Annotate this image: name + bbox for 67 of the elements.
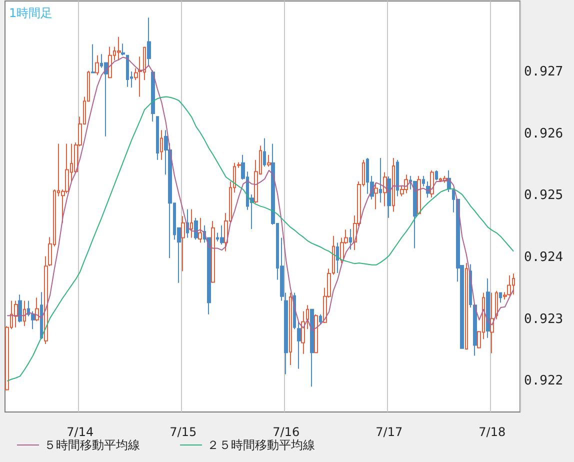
x-tick-label: 7/16 <box>272 425 300 439</box>
candlestick <box>237 162 241 168</box>
candlestick <box>147 17 151 68</box>
chart-title: 1時間足 <box>9 6 53 20</box>
candlestick <box>387 176 391 218</box>
x-tick-label: 7/17 <box>376 425 403 439</box>
candlestick <box>319 314 322 325</box>
candlestick <box>156 116 159 160</box>
candlestick <box>413 180 417 249</box>
candlestick <box>301 310 305 354</box>
y-tick-label: 0.925 <box>524 188 564 204</box>
candlestick <box>383 172 387 207</box>
candlestick <box>121 43 125 56</box>
candlestick <box>336 242 339 274</box>
candlestick <box>95 54 99 76</box>
x-tick-label: 7/18 <box>478 425 506 439</box>
candlestick <box>396 159 399 197</box>
candlestick <box>190 208 193 238</box>
candlestick <box>160 130 163 160</box>
candlestick <box>465 262 468 350</box>
candlestick <box>392 157 395 212</box>
candlestick <box>314 314 318 354</box>
line-series <box>6 96 514 382</box>
candlestick <box>35 297 39 322</box>
candlestick <box>490 292 494 354</box>
y-tick-label: 0.927 <box>524 64 564 80</box>
candlestick <box>126 54 129 88</box>
legend-label: ２５時間移動平均線 <box>207 438 315 452</box>
candlestick <box>181 216 185 272</box>
candlestick <box>499 292 502 304</box>
candlestick <box>211 220 215 284</box>
candlestick <box>435 170 438 181</box>
candlestick <box>374 182 378 210</box>
candlestick <box>40 292 43 340</box>
candlestick <box>289 292 292 366</box>
y-tick-label: 0.922 <box>524 374 564 389</box>
candlestick <box>349 228 352 250</box>
candlestick <box>23 300 26 327</box>
candlestick <box>18 294 22 323</box>
y-tick-label: 0.924 <box>524 250 564 265</box>
y-tick-label: 0.926 <box>524 126 564 142</box>
candlestick <box>417 175 421 214</box>
candlestick <box>198 217 202 244</box>
line-series <box>6 56 514 331</box>
candlestick <box>495 290 498 320</box>
candlestick <box>91 44 95 74</box>
legend-label: ５時間移動平均線 <box>44 438 140 452</box>
candlestick <box>404 174 408 194</box>
candlestick <box>310 308 314 388</box>
candlestick <box>14 300 18 328</box>
candlestick <box>108 46 112 79</box>
candlestick <box>220 224 224 246</box>
candlestick <box>297 320 301 370</box>
candlestick <box>507 274 511 296</box>
y-tick-label: 0.923 <box>524 312 564 327</box>
candlestick <box>194 217 198 240</box>
x-tick-label: 7/15 <box>170 425 197 439</box>
candlestick <box>306 304 309 330</box>
candlestick <box>379 157 382 203</box>
candlestick <box>151 70 155 122</box>
candlestick <box>267 154 271 168</box>
candlestick <box>263 138 266 168</box>
candlestick <box>486 278 490 338</box>
candlestick <box>422 175 425 187</box>
candlestick <box>117 36 121 61</box>
candlestick <box>430 170 434 198</box>
x-tick-label: 7/14 <box>66 425 94 439</box>
